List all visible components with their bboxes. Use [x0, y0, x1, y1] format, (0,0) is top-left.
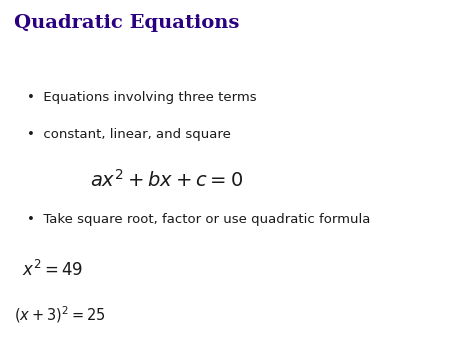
Text: •  Take square root, factor or use quadratic formula: • Take square root, factor or use quadra…	[27, 213, 370, 226]
Text: $(x+3)^2=25$: $(x+3)^2=25$	[14, 304, 105, 325]
Text: •  Equations involving three terms: • Equations involving three terms	[27, 91, 256, 104]
Text: $ax^2+bx+c=0$: $ax^2+bx+c=0$	[90, 169, 243, 191]
Text: •  constant, linear, and square: • constant, linear, and square	[27, 128, 231, 141]
Text: Quadratic Equations: Quadratic Equations	[14, 14, 239, 31]
Text: $x^2=49$: $x^2=49$	[22, 260, 84, 280]
